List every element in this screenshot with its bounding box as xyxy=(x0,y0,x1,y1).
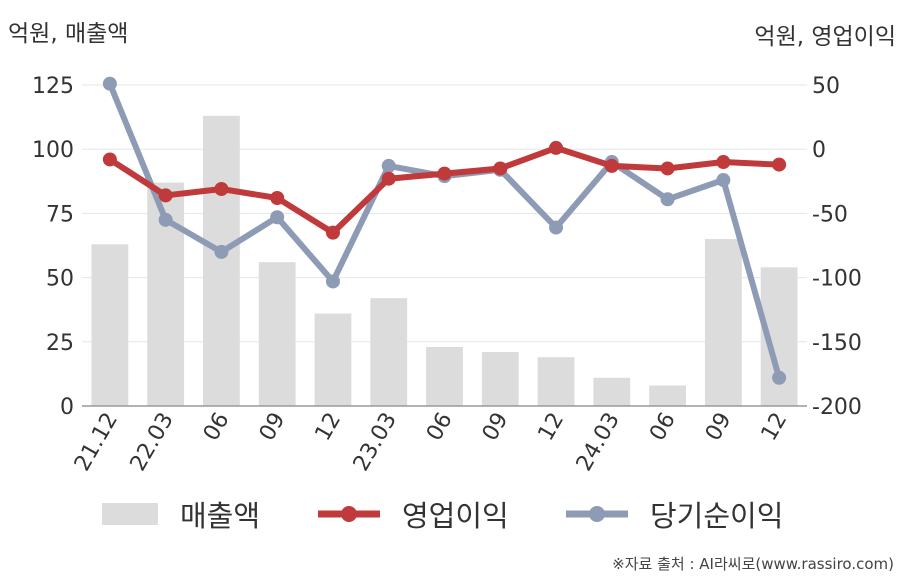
net-income-point xyxy=(660,192,675,207)
left-tick-label: 125 xyxy=(32,74,74,99)
operating-income-point xyxy=(158,188,173,203)
net-income-point xyxy=(325,274,340,289)
legend-item-net-income: 당기순이익 xyxy=(566,492,783,536)
left-tick-label: 100 xyxy=(32,138,74,163)
operating-income-point xyxy=(549,140,564,155)
operating-income-point xyxy=(660,161,675,176)
left-tick-label: 25 xyxy=(46,331,74,356)
sales-bar xyxy=(91,244,129,406)
sales-bar xyxy=(314,313,352,406)
left-tick-label: 75 xyxy=(46,202,74,227)
x-tick-label: 23.03 xyxy=(349,409,402,476)
legend-swatch-sales xyxy=(102,503,158,525)
left-tick-label: 50 xyxy=(46,267,74,292)
operating-income-point xyxy=(381,171,396,186)
left-tick-label: 0 xyxy=(60,395,74,420)
x-tick-label: 09 xyxy=(701,409,737,446)
x-tick-label: 21.12 xyxy=(70,409,123,476)
net-income-point xyxy=(214,244,229,259)
legend-swatch-operating-income xyxy=(318,506,380,522)
operating-income-point xyxy=(270,190,285,205)
x-tick-label: 06 xyxy=(199,409,235,446)
sales-bar xyxy=(203,115,240,406)
right-tick-label: 50 xyxy=(812,74,840,99)
x-tick-label: 09 xyxy=(255,409,291,446)
legend-label-sales: 매출액 xyxy=(180,499,261,533)
right-tick-label: 0 xyxy=(812,138,826,163)
sales-bar xyxy=(537,357,575,406)
operating-income-point xyxy=(214,182,229,197)
sales-bar xyxy=(370,298,408,406)
net-income-point xyxy=(102,76,117,91)
operating-income-point xyxy=(325,225,340,240)
x-tick-label: 06 xyxy=(645,409,681,446)
legend: 매출액 영업이익 당기순이익 xyxy=(0,492,908,536)
net-income-point xyxy=(158,212,173,227)
right-tick-label: -200 xyxy=(812,395,862,420)
legend-item-operating-income: 영업이익 xyxy=(318,492,509,536)
legend-label-operating-income: 영업이익 xyxy=(402,499,509,533)
legend-label-net-income: 당기순이익 xyxy=(650,499,784,533)
x-tick-label: 24.03 xyxy=(572,409,625,476)
sales-bar xyxy=(426,346,463,406)
operating-income-point xyxy=(493,161,508,176)
x-tick-label: 09 xyxy=(478,409,514,446)
x-tick-label: 22.03 xyxy=(126,409,179,476)
x-tick-label: 12 xyxy=(757,409,793,446)
operating-income-point xyxy=(437,166,452,181)
net-income-point xyxy=(381,158,396,173)
operating-income-point xyxy=(604,158,619,173)
sales-bar xyxy=(704,239,742,406)
operating-income-point xyxy=(716,155,731,170)
net-income-point xyxy=(772,370,787,385)
right-tick-label: -150 xyxy=(812,331,862,356)
sales-bar xyxy=(481,352,519,406)
sales-bar xyxy=(649,385,686,406)
legend-item-sales: 매출액 xyxy=(102,492,260,536)
right-tick-label: -100 xyxy=(812,267,862,292)
x-tick-label: 12 xyxy=(534,409,570,446)
right-axis-unit: 억원, 영업이익 xyxy=(754,24,896,50)
right-tick-label: -50 xyxy=(812,202,848,227)
net-income-point xyxy=(270,210,285,225)
x-tick-label: 06 xyxy=(422,409,458,446)
source-note: ※자료 출처 : AI라씨로(www.rassiro.com) xyxy=(612,555,894,573)
net-income-point xyxy=(716,173,731,188)
left-axis-unit: 억원, 매출액 xyxy=(8,21,129,47)
operating-income-point xyxy=(772,157,787,172)
x-tick-label: 12 xyxy=(311,409,347,446)
sales-bar xyxy=(258,262,296,406)
operating-income-point xyxy=(102,152,117,167)
sales-bar xyxy=(593,377,631,406)
legend-swatch-net-income xyxy=(566,506,628,522)
net-income-point xyxy=(549,220,564,235)
